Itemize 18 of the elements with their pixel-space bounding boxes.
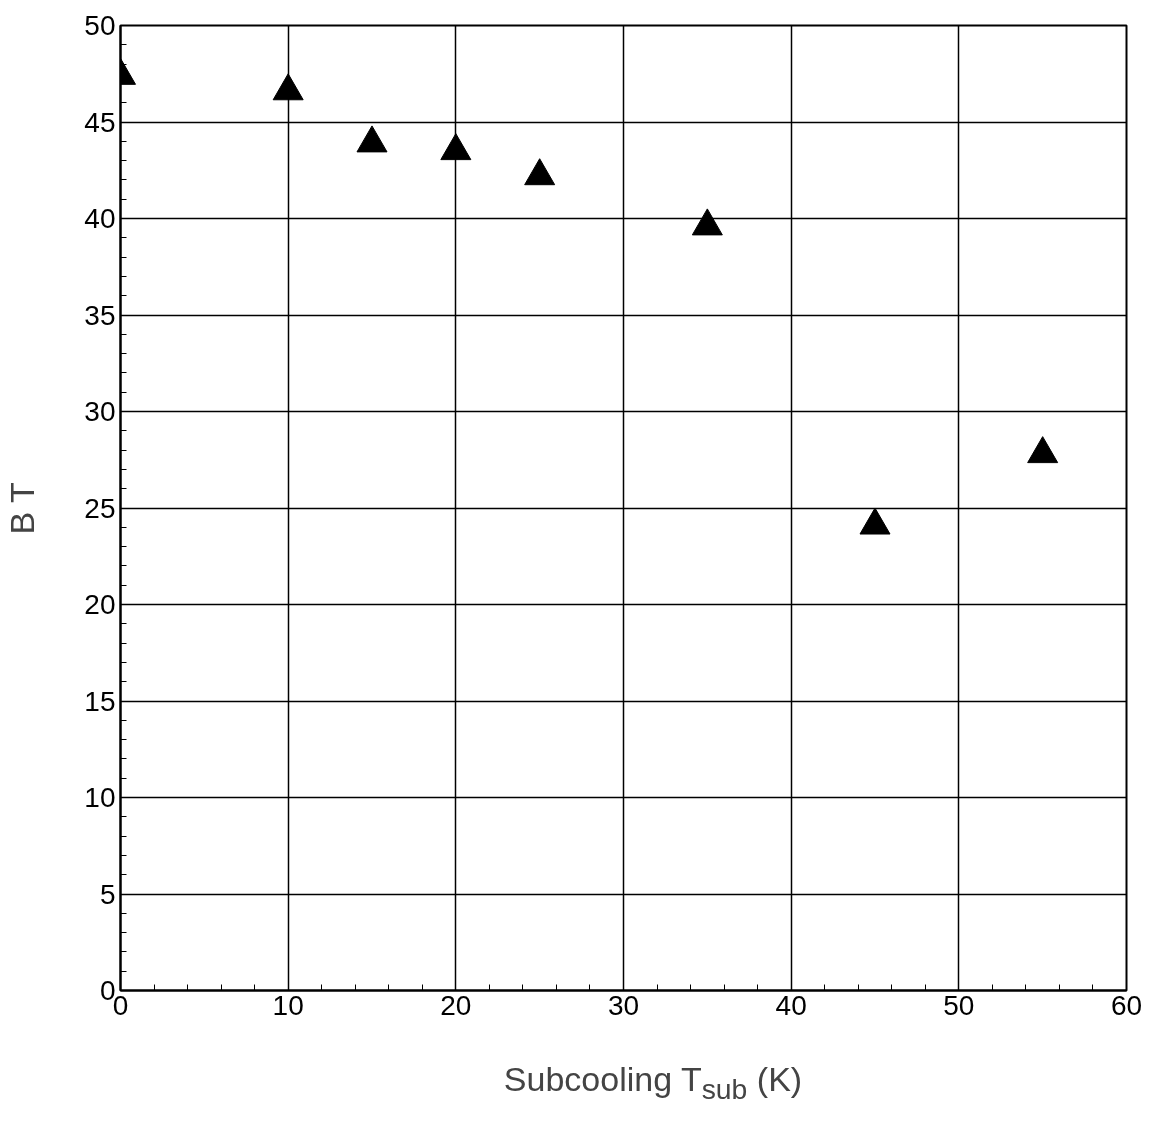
y-tick-label: 25 <box>84 492 116 524</box>
x-tick-label: 20 <box>440 989 472 1021</box>
x-tick-label: 60 <box>1110 989 1143 1021</box>
y-tick-label: 40 <box>84 203 116 234</box>
y-tick-label: 5 <box>99 878 116 910</box>
x-tick-label: 10 <box>272 989 304 1021</box>
y-tick-label: 20 <box>84 589 116 620</box>
x-axis-title: Subcooling T$_{sub}$ (K) <box>502 1059 804 1107</box>
x-tick-label: 40 <box>775 989 807 1021</box>
y-tick-label: 30 <box>84 396 116 427</box>
y-tick-label: 35 <box>84 299 116 331</box>
y-tick-label: 50 <box>84 10 116 41</box>
x-tick-label: 30 <box>607 989 640 1021</box>
x-tick-label: 50 <box>943 989 975 1021</box>
y-axis-title: B T <box>3 482 42 535</box>
y-tick-label: 15 <box>84 685 116 717</box>
y-tick-label: 10 <box>84 782 116 813</box>
y-tick-label: 45 <box>84 106 116 138</box>
